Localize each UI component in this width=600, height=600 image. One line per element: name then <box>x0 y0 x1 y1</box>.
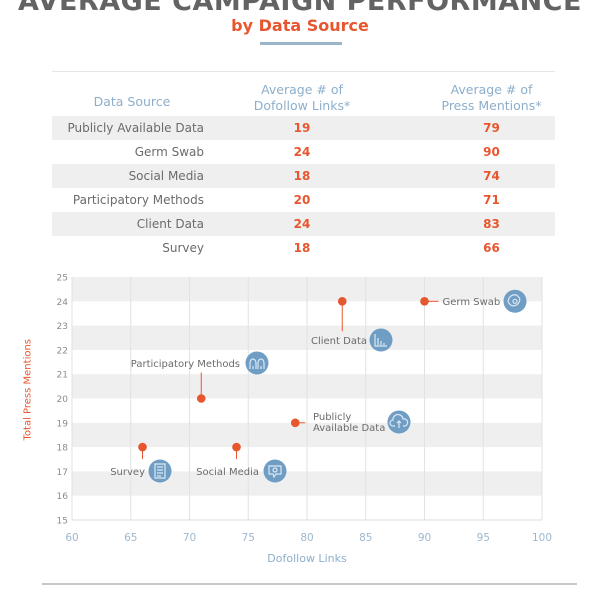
x-tick-label: 70 <box>183 532 196 544</box>
cell-dofollow-links: 18 <box>293 169 311 183</box>
point-label: Social Media <box>196 467 259 478</box>
bar-chart-icon <box>369 328 393 352</box>
y-tick-label: 23 <box>57 322 68 332</box>
table-header: Data Source Average # of Dofollow Links* … <box>52 72 555 114</box>
cell-dofollow-links: 20 <box>293 193 311 207</box>
y-axis-title: Total Press Mentions <box>22 338 34 441</box>
people-icon <box>245 351 269 375</box>
y-tick-label: 19 <box>57 419 69 429</box>
y-tick-label: 21 <box>57 371 68 381</box>
cell-dofollow-links: 24 <box>293 217 311 231</box>
x-tick-label: 85 <box>359 532 372 544</box>
data-point <box>232 442 241 452</box>
point-label: Germ Swab <box>443 297 501 308</box>
y-tick-label: 24 <box>57 298 69 308</box>
x-tick-label: 90 <box>418 532 431 544</box>
cloud-upload-icon <box>387 410 411 434</box>
table-body: Publicly Available Data 19 79 Germ Swab 24 90… <box>52 116 555 260</box>
header-press-mentions: Average # of Press Mentions* <box>441 82 542 113</box>
survey-list-icon <box>148 459 172 483</box>
x-axis-title: Dofollow Links <box>267 552 347 565</box>
data-point <box>196 394 206 403</box>
table-row: Survey 18 66 <box>52 236 555 260</box>
page-subtitle: by Data Source <box>231 16 369 35</box>
point-label: Client Data <box>311 336 367 347</box>
x-tick-label: 80 <box>300 532 313 544</box>
x-tick-label: 100 <box>532 532 552 544</box>
y-tick-label: 25 <box>57 274 68 284</box>
table-row: Publicly Available Data 19 79 <box>52 116 555 140</box>
cell-data-source: Survey <box>162 241 204 255</box>
header-data-source: Data Source <box>93 94 171 109</box>
y-tick-label: 22 <box>57 346 68 356</box>
data-table: Data Source Average # of Dofollow Links* … <box>52 71 555 260</box>
cell-press-mentions: 74 <box>483 169 500 183</box>
data-point <box>337 297 347 306</box>
cell-data-source: Germ Swab <box>134 145 204 159</box>
y-tick-label: 20 <box>57 395 69 405</box>
table-row: Participatory Methods 20 71 <box>52 188 555 212</box>
point-label: Survey <box>110 467 145 478</box>
cell-data-source: Participatory Methods <box>72 193 204 207</box>
table-top-rule <box>52 71 555 72</box>
data-point <box>420 297 429 306</box>
header-dofollow-links: Average # of Dofollow Links* <box>253 82 351 113</box>
cell-press-mentions: 71 <box>483 193 500 207</box>
cell-press-mentions: 83 <box>483 217 500 231</box>
cell-data-source: Client Data <box>136 217 204 231</box>
table-row: Germ Swab 24 90 <box>52 140 555 164</box>
cell-press-mentions: 79 <box>483 121 500 135</box>
x-tick-label: 60 <box>65 532 78 544</box>
x-tick-label: 95 <box>477 532 490 544</box>
table-row: Social Media 18 74 <box>52 164 555 188</box>
point-label: Participatory Methods <box>131 359 240 370</box>
bottom-divider <box>42 583 577 585</box>
cell-data-source: Publicly Available Data <box>67 121 204 135</box>
cell-data-source: Social Media <box>128 169 204 183</box>
x-tick-label: 75 <box>242 532 255 544</box>
cell-dofollow-links: 18 <box>293 241 311 255</box>
cell-dofollow-links: 19 <box>293 121 311 135</box>
y-tick-label: 15 <box>57 517 68 527</box>
point-label: Available Data <box>313 423 385 434</box>
cell-press-mentions: 66 <box>483 241 500 255</box>
y-tick-label: 17 <box>57 468 68 478</box>
y-tick-label: 18 <box>57 444 69 454</box>
y-tick-label: 16 <box>57 492 69 502</box>
data-point <box>138 442 147 452</box>
x-tick-label: 65 <box>124 532 137 544</box>
page-title: AVERAGE CAMPAIGN PERFORMANCE <box>18 0 582 17</box>
data-point <box>290 418 300 428</box>
cell-press-mentions: 90 <box>483 145 500 159</box>
point-label: Publicly <box>313 412 351 423</box>
cell-dofollow-links: 24 <box>293 145 311 159</box>
title-divider <box>260 42 342 45</box>
chat-bubble-icon <box>263 459 287 483</box>
petri-dish-icon <box>503 289 527 313</box>
table-row: Client Data 24 83 <box>52 212 555 236</box>
